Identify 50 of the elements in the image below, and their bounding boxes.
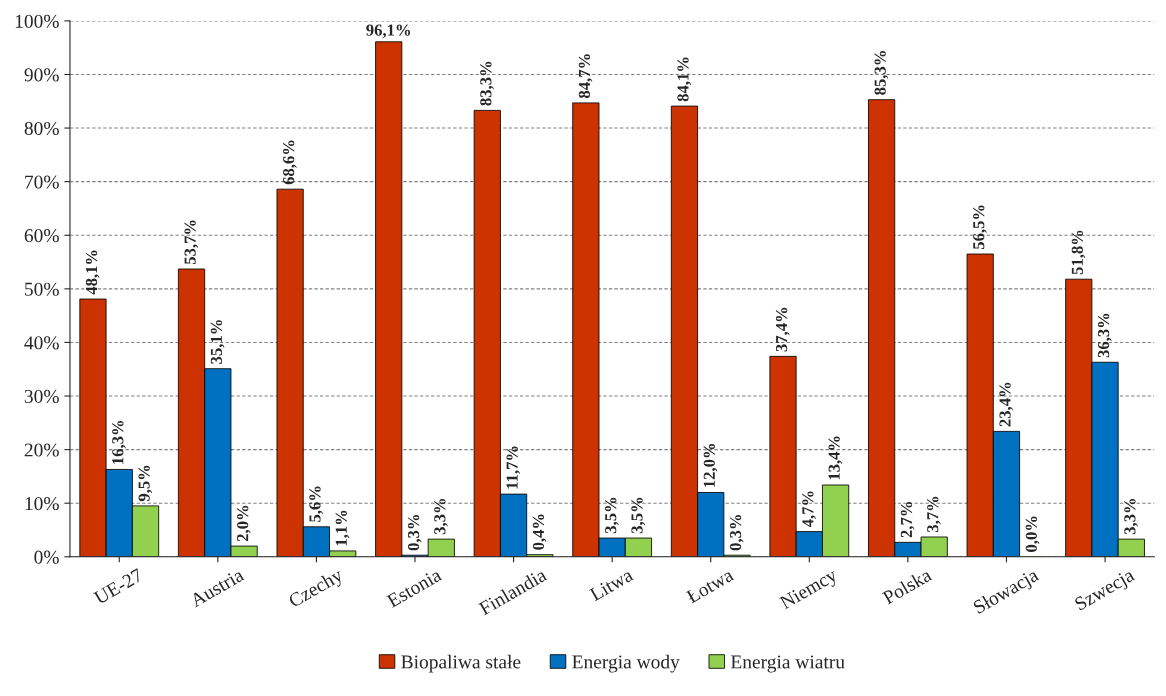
data-label: 0,4%: [532, 514, 547, 550]
x-tick-label: Polska: [881, 567, 933, 605]
data-label: 16,3%: [112, 420, 126, 464]
x-tick-label: Litwa: [588, 567, 634, 602]
y-tick-label: 20%: [24, 443, 59, 457]
legend-label: Energia wiatru: [730, 655, 845, 673]
data-label: 3,7%: [927, 496, 941, 533]
y-tick-label: 40%: [24, 336, 59, 350]
legend-label: Energia wody: [572, 654, 680, 673]
y-tick-label: 60%: [24, 229, 59, 243]
data-label: 3,3%: [434, 498, 448, 535]
y-tick-label: 80%: [24, 121, 59, 136]
data-label: 83,3%: [480, 61, 494, 106]
data-label: 0,3%: [407, 514, 422, 551]
data-label: 53,7%: [184, 220, 199, 265]
y-tick-label: 70%: [25, 175, 59, 189]
y-tick-label: 0%: [34, 550, 59, 564]
data-label: 12,0%: [703, 443, 718, 487]
data-label: 35,1%: [210, 320, 225, 364]
data-label: 11,7%: [506, 446, 521, 489]
y-tick-label: 100%: [15, 14, 59, 28]
data-label: 1,1%: [335, 510, 350, 546]
legend-label: Biopaliwa stałe: [401, 654, 521, 673]
y-tick-label: 90%: [24, 68, 59, 82]
data-label: 0,3%: [729, 514, 744, 551]
data-label: 0,0%: [1025, 516, 1040, 552]
data-label: 96,1%: [366, 24, 411, 39]
y-tick-label: 30%: [24, 389, 59, 404]
data-label: 36,3%: [1097, 313, 1112, 358]
data-label: 4,7%: [802, 491, 816, 528]
data-label: 5,6%: [309, 486, 323, 522]
data-label: 9,5%: [138, 465, 153, 502]
x-tick-label: Łotwa: [685, 568, 735, 604]
data-label: 2,0%: [237, 505, 251, 542]
data-label: 51,8%: [1071, 230, 1086, 275]
data-label: 3,3%: [1124, 498, 1138, 535]
data-label: 23,4%: [999, 382, 1014, 427]
data-label: 84,7%: [578, 54, 593, 99]
data-label: 3,5%: [605, 497, 619, 534]
data-label: 85,3%: [874, 51, 889, 95]
data-label: 84,1%: [677, 57, 692, 102]
data-label: 68,6%: [283, 140, 297, 185]
data-label: 56,5%: [973, 205, 987, 250]
y-tick-label: 50%: [25, 282, 59, 296]
data-label: 13,4%: [828, 436, 843, 480]
data-label: 37,4%: [775, 307, 790, 352]
data-label: 48,1%: [85, 250, 100, 295]
data-label: 3,5%: [631, 497, 646, 534]
data-label: 2,7%: [900, 502, 915, 538]
y-tick-label: 10%: [25, 497, 59, 511]
